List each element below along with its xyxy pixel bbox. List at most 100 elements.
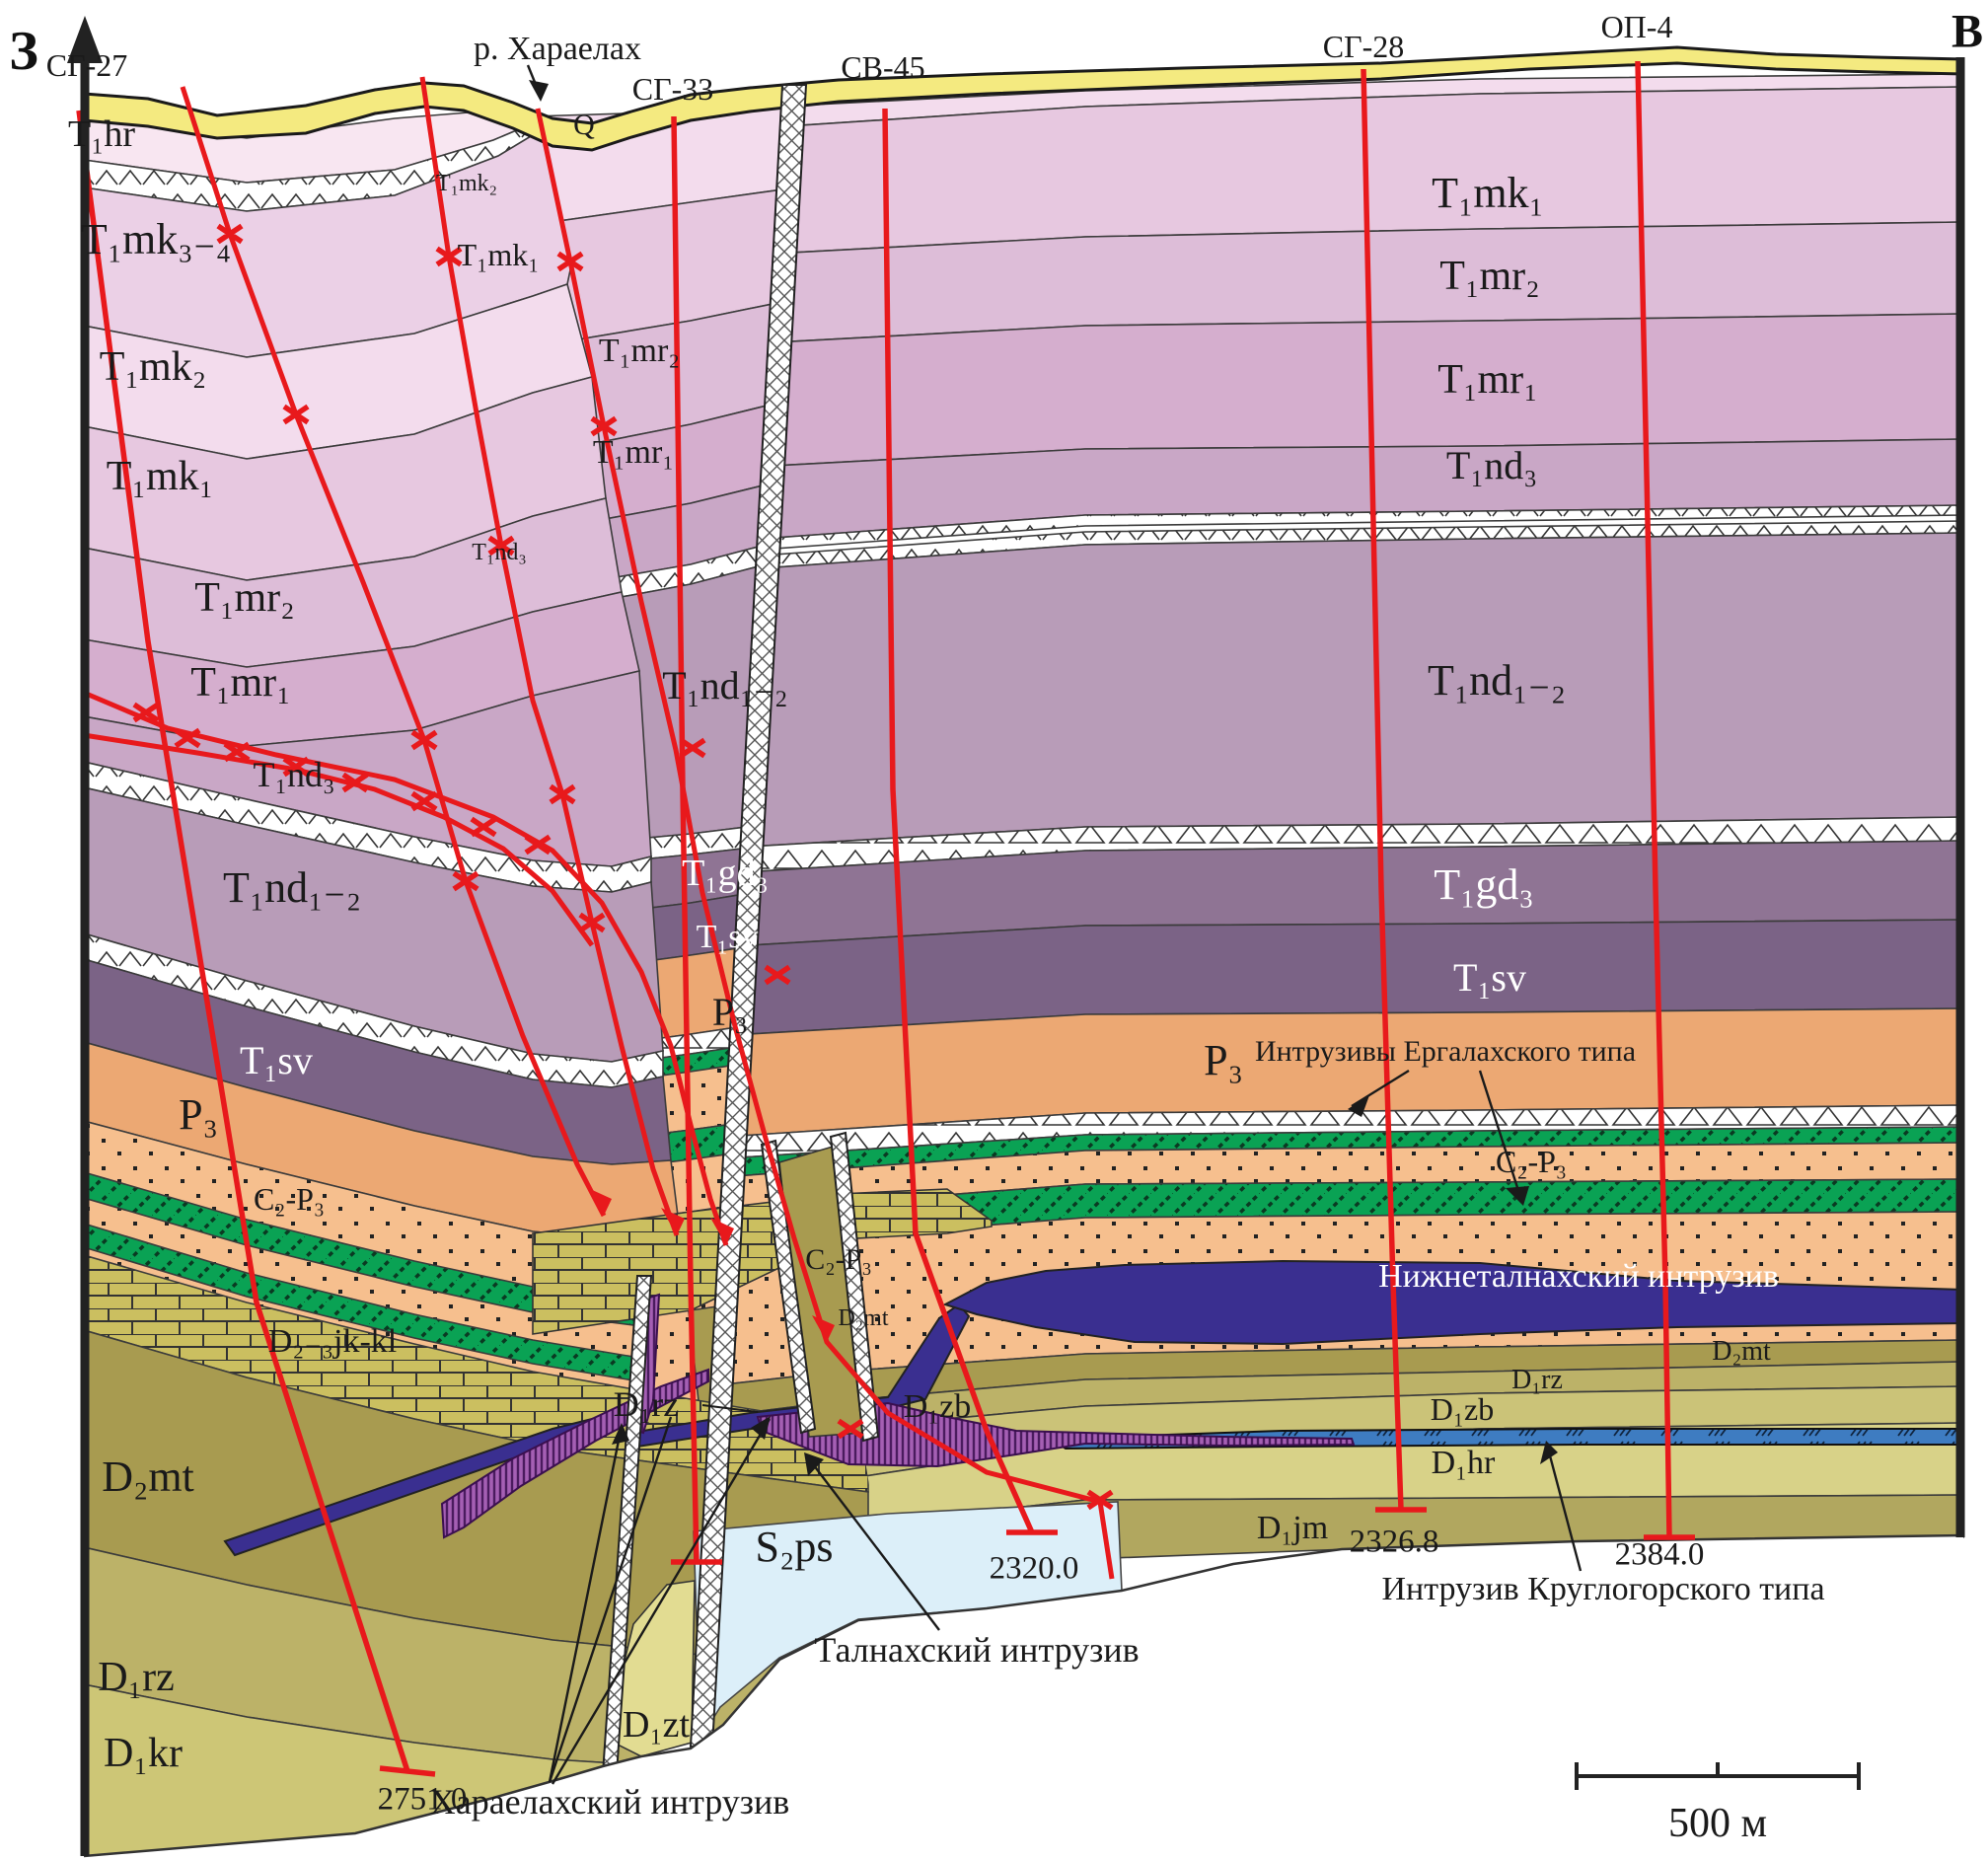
- strat-label: S₂ps: [755, 1523, 834, 1571]
- strat-label: D₂mt: [1712, 1336, 1771, 1367]
- strat-label: C₂-P₃: [1495, 1144, 1568, 1179]
- strat-label: T₁mk₂: [435, 171, 498, 196]
- ergalakh-arrowhead-1: [1348, 1095, 1369, 1117]
- fault-3: [535, 108, 1115, 1580]
- kharaelakh-callout-3: [551, 1418, 772, 1785]
- strat-label: D₁rz: [1511, 1365, 1563, 1395]
- strat-label: C₂-P₃: [805, 1243, 872, 1276]
- strat-label: T₁mr₁: [592, 434, 675, 471]
- borehole-sg27: [76, 110, 436, 1777]
- axis-west-label: З: [9, 21, 38, 82]
- dike-v-left: [760, 1139, 817, 1435]
- kharaelakh-arrowhead-1: [612, 1423, 629, 1445]
- strat-label: P₃: [711, 990, 749, 1034]
- strat-label: D₂₋₃jk-kl: [267, 1323, 398, 1360]
- section-bottom-edge: [83, 1533, 1964, 1858]
- borehole-name: СГ-33: [631, 71, 714, 107]
- annotation-label: р. Хараелах: [474, 31, 641, 67]
- strat-label: T₁mr₁: [1437, 357, 1538, 403]
- borehole-name: ОП-4: [1600, 9, 1673, 44]
- strat-label: T₁mr₂: [1439, 254, 1540, 299]
- strat-label: T₁gd₃: [682, 853, 769, 894]
- borehole-depth: 2384.0: [1614, 1536, 1705, 1573]
- borehole-name: СВ-45: [841, 49, 925, 85]
- annotation-label: Хараелахский интрузив: [429, 1782, 790, 1822]
- strat-label: D₁zb: [1430, 1391, 1495, 1427]
- strat-label: D₁rz: [613, 1384, 680, 1424]
- strat-label: T₁mr₂: [598, 333, 681, 369]
- strat-label: T₁nd₃: [253, 755, 335, 794]
- talnakh-callout: [806, 1455, 940, 1631]
- strat-label: T₁mk₁: [457, 237, 540, 272]
- strat-label: T₁nd₁₋₂: [222, 863, 362, 912]
- scale-label: 500 м: [1667, 1801, 1768, 1846]
- strat-label: C₂-P₃: [253, 1181, 326, 1217]
- strat-label: T₁sv: [240, 1038, 313, 1082]
- kruglogorsk-arrowhead: [1540, 1441, 1558, 1464]
- borehole-sg33: [671, 115, 722, 1565]
- talnakh-intrusion-body: [756, 1401, 1356, 1468]
- strat-label: T₁nd₃: [1445, 443, 1538, 487]
- fault-arrowheads: [588, 1188, 835, 1342]
- strat-label: T₁sv: [1453, 955, 1526, 1000]
- strat-label: T₁mr₂: [194, 575, 295, 621]
- strat-label: Q: [573, 109, 595, 141]
- strat-label: T₁mk₁: [1432, 169, 1544, 217]
- ergalakh-arrow-2: [1478, 1070, 1523, 1201]
- strat-label: D₁rz: [98, 1655, 175, 1700]
- boreholes: [76, 60, 1695, 1777]
- talnakh-arrowhead: [804, 1452, 824, 1476]
- borehole-sv45: [882, 108, 1058, 1535]
- callout-arrowheads: [529, 80, 1558, 1476]
- strat-label: P₃: [1204, 1036, 1243, 1084]
- borehole-depth: 2326.8: [1349, 1524, 1439, 1560]
- strat-label: D₁zt: [622, 1704, 691, 1746]
- d1rz-dash: [701, 1404, 759, 1413]
- strat-label: D₁zb: [903, 1388, 972, 1425]
- fault-displacement-x-marks: [132, 223, 1114, 1511]
- annotation-label: Нижнеталнахский интрузив: [1378, 1258, 1779, 1295]
- strat-label: T₁gd₃: [1434, 860, 1534, 909]
- frame: [67, 16, 1965, 1856]
- east-block-layers: [680, 73, 1964, 1640]
- dike-v-right: [829, 1131, 880, 1443]
- strat-label: T₁nd₁₋₂: [662, 663, 788, 707]
- west-axis-arrowhead: [67, 16, 103, 63]
- thrust-1: [83, 690, 729, 1246]
- strat-label: D₁jm: [1256, 1510, 1329, 1546]
- borehole-op4: [1635, 60, 1695, 1540]
- strat-label: D₂mt: [102, 1452, 194, 1501]
- river-arrowhead: [529, 80, 549, 102]
- strat-label: T₁sv: [696, 919, 759, 955]
- strat-label: D₁kr: [104, 1731, 183, 1776]
- kharaelakh-callout-1: [548, 1425, 624, 1783]
- layer-t1mk1-mid: [531, 185, 791, 348]
- strat-label: T₁mk₂: [99, 344, 207, 390]
- strat-label: T₁hr: [67, 113, 136, 155]
- kharaelakh-arrowhead-3: [751, 1416, 771, 1440]
- borehole-depth: 2751.0: [377, 1781, 468, 1818]
- strat-label: T₁mr₁: [190, 660, 291, 706]
- ergalakh-arrow-1: [1351, 1069, 1410, 1108]
- kharaelakh-callout-2: [548, 1416, 673, 1783]
- strat-label: D₂mt: [838, 1305, 889, 1331]
- strat-label: D₁hr: [1431, 1445, 1496, 1481]
- layer-t1nd12-east: [680, 532, 1964, 852]
- strat-label: P₃: [179, 1090, 218, 1139]
- strat-label: T₁mk₁: [106, 454, 214, 499]
- axis-east-label: В: [1951, 5, 1984, 58]
- borehole-name: СГ-28: [1322, 29, 1405, 64]
- ergalakh-arrowhead-2: [1506, 1186, 1529, 1206]
- dikes: [600, 84, 880, 1789]
- strat-label: T₁mk₃₋₄: [80, 215, 232, 263]
- annotation-label: Интрузивы Ергалахского типа: [1254, 1035, 1637, 1068]
- annotation-label: Интрузив Круглогорского типа: [1381, 1571, 1825, 1607]
- thrust-2: [83, 732, 595, 947]
- strat-label: T₁nd₃: [472, 540, 527, 565]
- below-section-mask: [84, 1535, 1963, 1860]
- annotation-label: Талнахский интрузив: [814, 1630, 1140, 1670]
- strat-label: T₁nd₁₋₂: [1427, 656, 1567, 705]
- scale-bar: [1575, 1762, 1861, 1790]
